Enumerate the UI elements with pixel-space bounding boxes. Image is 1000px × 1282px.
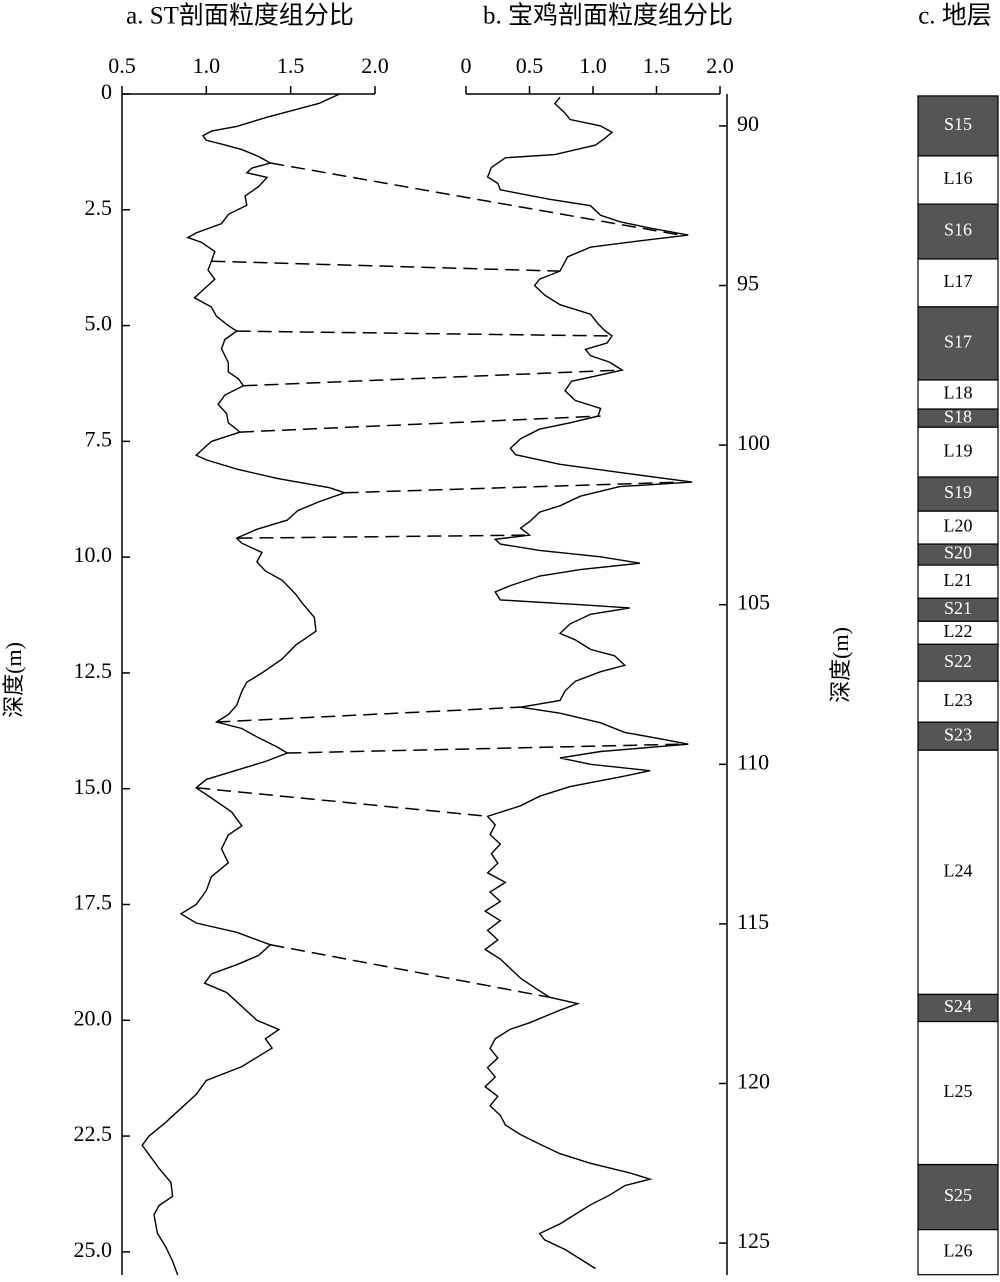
stratum <box>917 564 999 599</box>
stratum <box>917 476 999 512</box>
stratum-label: S23 <box>944 724 972 744</box>
tie-line <box>238 534 530 539</box>
y-tick-label: 100 <box>737 430 770 455</box>
y-tick-label: 10.0 <box>74 542 113 567</box>
tie-line <box>236 330 610 337</box>
y-tick-label: 0 <box>101 79 112 104</box>
tie-line <box>344 481 681 494</box>
y-tick-label: 120 <box>737 1069 770 1094</box>
stratum <box>917 510 999 545</box>
y-tick-label: 20.0 <box>74 1005 113 1030</box>
stratum <box>917 1163 999 1231</box>
y-tick-label: 115 <box>737 909 769 934</box>
data-line <box>141 93 347 1276</box>
stratum <box>917 95 999 157</box>
stratum-label: L16 <box>944 168 973 188</box>
stratum-label: S15 <box>944 114 972 134</box>
stratum <box>917 643 999 682</box>
stratum <box>917 721 999 751</box>
y-tick-label: 125 <box>737 1228 770 1253</box>
x-tick-label: 0 <box>461 53 472 78</box>
stratum-label: L19 <box>944 440 973 460</box>
stratum-label: S17 <box>944 332 972 352</box>
x-tick-label: 1.5 <box>643 53 671 78</box>
y-tick-label: 2.5 <box>85 195 113 220</box>
stratum <box>917 258 999 308</box>
y-axis-label: 深度(m) <box>1 642 26 718</box>
x-tick-label: 1.0 <box>579 53 607 78</box>
x-tick-label: 0.5 <box>108 53 136 78</box>
x-tick-label: 2.0 <box>706 53 734 78</box>
stratum-label: S24 <box>944 996 972 1016</box>
y-axis-label: 深度(m) <box>828 627 853 703</box>
stratum-label: S22 <box>944 651 972 671</box>
tie-line <box>196 787 488 818</box>
stratum <box>917 155 999 205</box>
x-tick-label: 1.5 <box>277 53 305 78</box>
stratum <box>917 426 999 478</box>
panel-b-title: b. 宝鸡剖面粒度组分比 <box>483 2 733 30</box>
stratum-label: S21 <box>944 598 972 618</box>
stratum <box>917 306 999 381</box>
y-tick-label: 105 <box>737 590 770 615</box>
y-tick-label: 25.0 <box>74 1237 113 1262</box>
stratum <box>917 1229 999 1276</box>
stratum-label: L23 <box>944 690 973 710</box>
y-tick-label: 22.5 <box>74 1121 113 1146</box>
tie-line <box>243 369 620 387</box>
x-tick-label: 2.0 <box>361 53 389 78</box>
y-tick-label: 95 <box>737 271 759 296</box>
stratum-label: L24 <box>944 860 973 880</box>
stratum-label: L20 <box>944 516 973 536</box>
tie-line <box>287 743 681 754</box>
y-tick-label: 17.5 <box>74 890 113 915</box>
stratum-label: S20 <box>944 543 972 563</box>
tie-line <box>240 415 601 433</box>
x-tick-label: 1.0 <box>193 53 221 78</box>
stratum-label: L18 <box>944 383 973 403</box>
tie-line <box>270 944 550 999</box>
stratum-label: L17 <box>944 271 973 291</box>
stratum-label: L22 <box>944 621 973 641</box>
stratum-label: S16 <box>944 220 972 240</box>
y-tick-label: 110 <box>737 749 769 774</box>
data-line <box>483 96 693 1270</box>
stratum-label: L25 <box>944 1081 973 1101</box>
tie-line <box>211 260 561 272</box>
tie-line <box>270 162 681 236</box>
tie-line <box>216 706 521 723</box>
stratum-label: L26 <box>944 1240 973 1260</box>
stratum <box>917 379 999 410</box>
stratum <box>917 1020 999 1166</box>
panel-c-title: c. 地层 <box>918 2 992 30</box>
stratum <box>917 680 999 723</box>
stratum-label: S18 <box>944 406 972 426</box>
y-tick-label: 15.0 <box>74 774 113 799</box>
panel-a-title: a. ST剖面粒度组分比 <box>126 2 354 30</box>
stratum-label: S25 <box>944 1185 972 1205</box>
stratum <box>917 749 999 996</box>
y-tick-label: 5.0 <box>85 311 113 336</box>
y-tick-label: 12.5 <box>74 658 113 683</box>
y-tick-label: 7.5 <box>85 426 113 451</box>
x-tick-label: 0.5 <box>516 53 544 78</box>
stratum-label: L21 <box>944 570 973 590</box>
y-tick-label: 90 <box>737 111 759 136</box>
stratum-label: S19 <box>944 482 972 502</box>
